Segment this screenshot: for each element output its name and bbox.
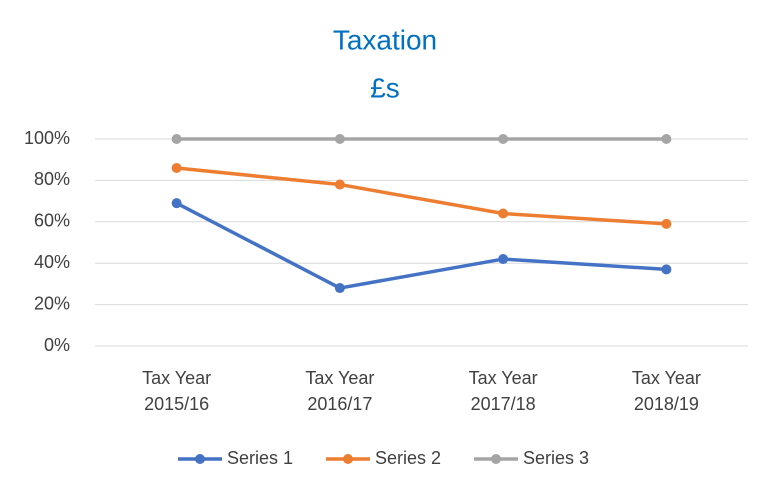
- chart-subtitle: £s: [370, 72, 400, 103]
- legend-marker: [491, 454, 501, 464]
- legend-label: Series 3: [523, 448, 589, 468]
- data-point: [171, 162, 182, 173]
- data-point: [334, 179, 345, 190]
- x-tick-label: Tax Year 2015/16: [142, 368, 212, 414]
- data-point: [661, 264, 672, 275]
- x-tick-label: Tax Year 2018/19: [631, 368, 701, 414]
- legend-label: Series 1: [227, 448, 293, 468]
- series-line: [176, 166, 667, 226]
- legend-marker: [343, 454, 353, 464]
- x-tick-label: Tax Year 2017/18: [468, 368, 538, 414]
- legend-label: Series 2: [375, 448, 441, 468]
- chart-title: Taxation: [333, 24, 437, 55]
- y-tick-label: 100%: [24, 128, 70, 148]
- x-tick-label: Tax Year 2016/17: [305, 368, 375, 414]
- y-tick-label: 40%: [34, 252, 70, 272]
- legend-marker: [195, 454, 205, 464]
- y-tick-label: 60%: [34, 211, 70, 231]
- data-point: [661, 218, 672, 229]
- data-point: [498, 254, 509, 265]
- data-point: [498, 134, 509, 144]
- data-point: [661, 134, 672, 144]
- series-line: [175, 201, 667, 290]
- data-point: [334, 283, 345, 294]
- data-point: [171, 198, 182, 209]
- y-tick-label: 20%: [34, 293, 70, 313]
- data-point: [171, 134, 182, 144]
- y-tick-label: 0%: [44, 335, 70, 355]
- data-point: [334, 134, 345, 144]
- y-tick-label: 80%: [34, 169, 70, 189]
- data-point: [498, 208, 509, 219]
